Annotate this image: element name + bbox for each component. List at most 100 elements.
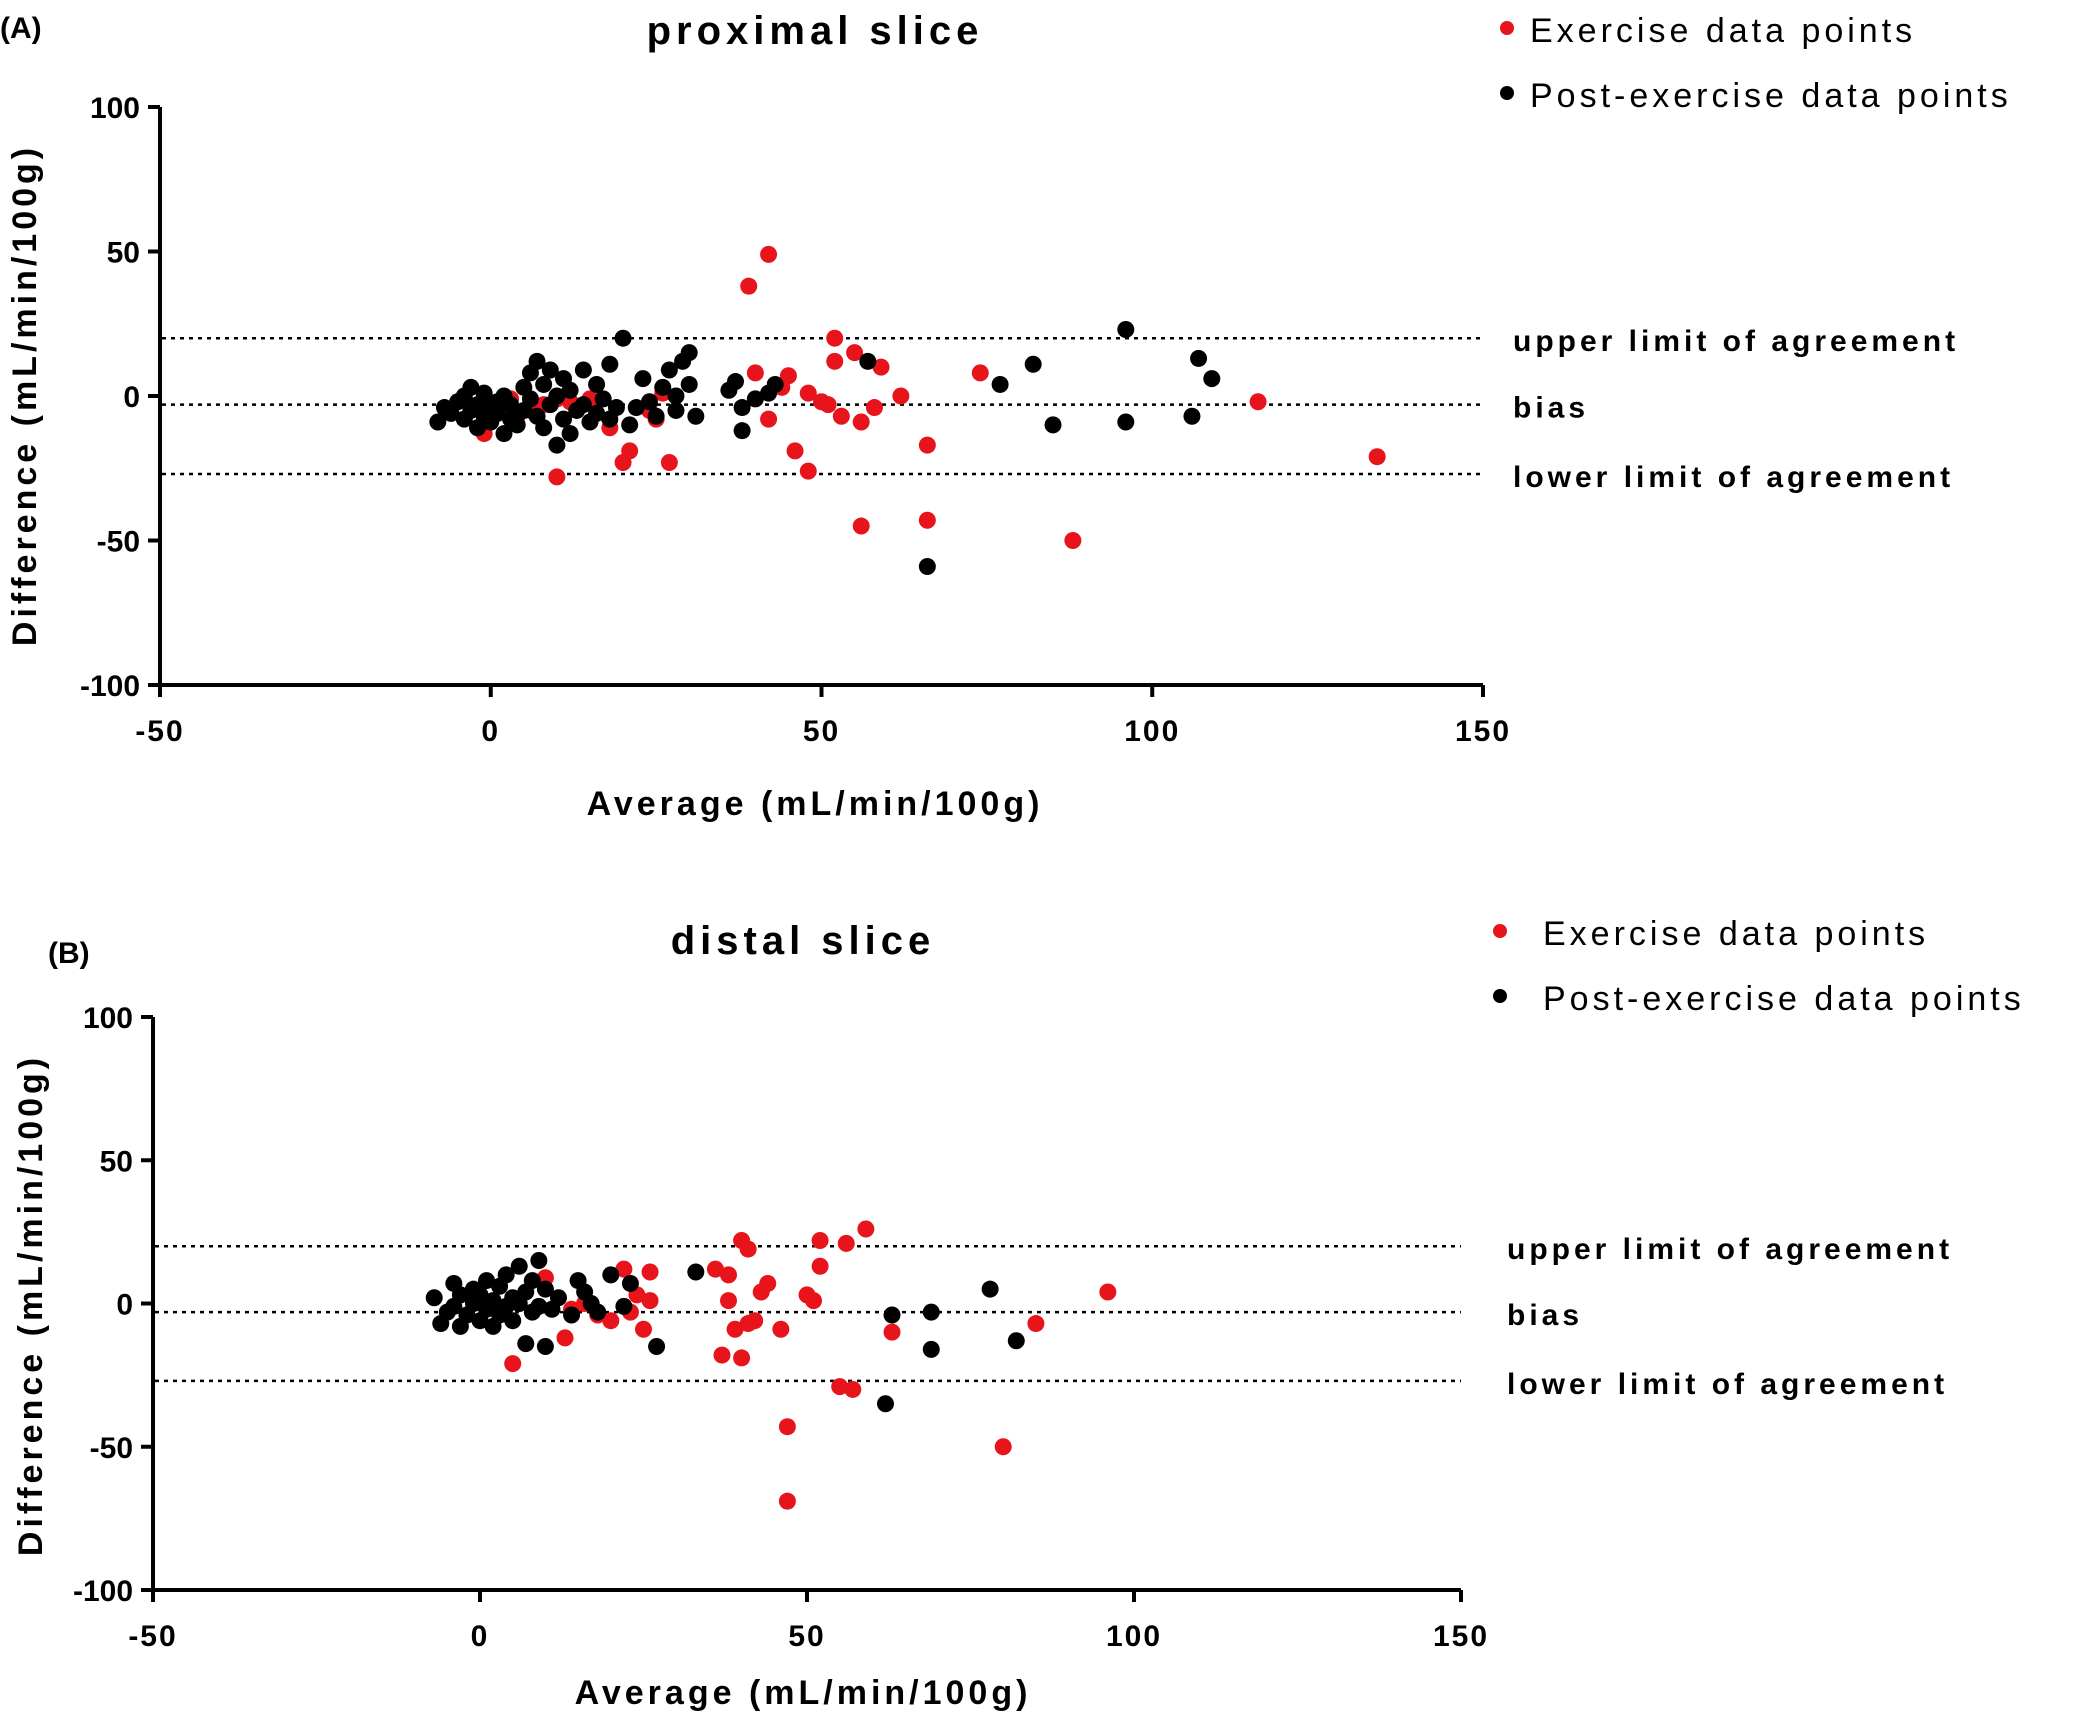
legend-marker bbox=[1500, 21, 1514, 35]
exercise-point bbox=[892, 387, 910, 405]
post-exercise-point bbox=[746, 390, 764, 408]
panel-b-points bbox=[425, 1220, 1117, 1510]
exercise-point bbox=[799, 384, 817, 402]
post-exercise-point bbox=[451, 1286, 469, 1304]
legend-entry: Exercise data points bbox=[1530, 12, 1916, 50]
exercise-point bbox=[1099, 1283, 1117, 1301]
post-exercise-point bbox=[530, 1297, 548, 1315]
post-exercise-point bbox=[1117, 413, 1135, 431]
post-exercise-point bbox=[521, 390, 539, 408]
panel-a-y-axis-label: Difference (mL/min/100g) bbox=[6, 144, 44, 646]
exercise-point bbox=[994, 1438, 1012, 1456]
panel-b-reference-lines: upper limit of agreement bias lower limit … bbox=[155, 1233, 1953, 1401]
post-exercise-point bbox=[548, 387, 566, 405]
post-exercise-point bbox=[687, 1263, 705, 1281]
exercise-point bbox=[831, 1378, 849, 1396]
post-exercise-point bbox=[541, 361, 559, 379]
panel-b-y-axis-label: Difference (mL/min/100g) bbox=[12, 1054, 50, 1556]
exercise-point bbox=[883, 1323, 901, 1341]
exercise-point bbox=[778, 1492, 796, 1510]
panel-b-title: distal slice bbox=[671, 919, 936, 963]
x-tick-label: -50 bbox=[135, 715, 184, 748]
legend-entry: Exercise data points bbox=[1543, 915, 1929, 953]
panel-b-legend: Exercise data points Post-exercise data p… bbox=[1493, 915, 2021, 1018]
post-exercise-point bbox=[981, 1280, 999, 1298]
exercise-point bbox=[504, 1355, 522, 1373]
exercise-point bbox=[865, 399, 883, 417]
x-tick-label: 0 bbox=[471, 1620, 490, 1653]
exercise-point bbox=[857, 1220, 875, 1238]
x-tick-label: 0 bbox=[481, 715, 500, 748]
exercise-point bbox=[635, 1320, 652, 1338]
exercise-point bbox=[726, 1320, 744, 1338]
y-tick-label: -100 bbox=[80, 670, 140, 703]
exercise-point bbox=[778, 1418, 796, 1436]
exercise-point bbox=[660, 453, 678, 471]
post-exercise-point bbox=[471, 1286, 489, 1304]
post-exercise-point bbox=[621, 416, 639, 434]
exercise-point bbox=[826, 329, 844, 347]
y-tick-label: 50 bbox=[100, 1145, 133, 1178]
post-exercise-point bbox=[563, 1306, 581, 1324]
reference-line-label: bias bbox=[1507, 1299, 1583, 1332]
exercise-point bbox=[739, 1240, 757, 1258]
x-tick-label: 150 bbox=[1433, 1620, 1489, 1653]
post-exercise-point bbox=[517, 1335, 535, 1353]
post-exercise-point bbox=[680, 344, 698, 362]
reference-line-label: upper limit of agreement bbox=[1507, 1233, 1953, 1266]
post-exercise-point bbox=[510, 1257, 528, 1275]
post-exercise-point bbox=[555, 410, 573, 428]
post-exercise-point bbox=[621, 1274, 639, 1292]
panel-a-points bbox=[429, 245, 1386, 576]
post-exercise-point bbox=[475, 384, 493, 402]
post-exercise-point bbox=[1044, 416, 1062, 434]
exercise-point bbox=[621, 442, 639, 460]
exercise-point bbox=[918, 436, 936, 454]
exercise-point bbox=[720, 1266, 738, 1284]
post-exercise-point bbox=[922, 1340, 940, 1358]
post-exercise-point bbox=[561, 381, 579, 399]
y-tick-label: 100 bbox=[90, 92, 140, 125]
exercise-point bbox=[811, 1231, 829, 1249]
panel-a-x-axis-label: Average (mL/min/100g) bbox=[587, 785, 1044, 823]
post-exercise-point bbox=[535, 375, 553, 393]
legend-marker bbox=[1493, 924, 1507, 938]
post-exercise-point bbox=[1183, 407, 1201, 425]
y-tick-label: -50 bbox=[90, 1432, 133, 1465]
post-exercise-point bbox=[495, 425, 513, 443]
exercise-point bbox=[706, 1260, 724, 1278]
reference-line-label: lower limit of agreement bbox=[1507, 1368, 1948, 1401]
exercise-point bbox=[740, 277, 758, 295]
exercise-point bbox=[844, 1380, 862, 1398]
post-exercise-point bbox=[922, 1303, 940, 1321]
panel-a-title: proximal slice bbox=[647, 9, 984, 53]
post-exercise-point bbox=[549, 1289, 567, 1307]
exercise-point bbox=[1027, 1315, 1045, 1333]
post-exercise-point bbox=[647, 407, 665, 425]
post-exercise-point bbox=[588, 375, 606, 393]
panel-b-label: (B) bbox=[48, 937, 90, 970]
post-exercise-point bbox=[654, 378, 672, 396]
exercise-point bbox=[720, 1292, 738, 1310]
post-exercise-point bbox=[1190, 349, 1208, 367]
x-tick-label: 100 bbox=[1106, 1620, 1162, 1653]
post-exercise-point bbox=[687, 407, 705, 425]
y-tick-label: 0 bbox=[123, 381, 140, 414]
post-exercise-point bbox=[502, 396, 520, 414]
post-exercise-point bbox=[727, 373, 745, 391]
post-exercise-point bbox=[528, 352, 546, 370]
exercise-point bbox=[548, 468, 566, 486]
post-exercise-point bbox=[425, 1289, 443, 1307]
post-exercise-point bbox=[614, 329, 632, 347]
y-tick-label: -100 bbox=[73, 1575, 133, 1608]
y-tick-label: 50 bbox=[107, 237, 140, 270]
post-exercise-point bbox=[991, 375, 1009, 393]
legend-marker bbox=[1493, 989, 1507, 1003]
post-exercise-point bbox=[508, 416, 526, 434]
exercise-point bbox=[786, 442, 804, 460]
post-exercise-point bbox=[601, 355, 619, 373]
post-exercise-point bbox=[876, 1395, 894, 1413]
post-exercise-point bbox=[589, 1303, 607, 1321]
post-exercise-point bbox=[504, 1312, 522, 1330]
